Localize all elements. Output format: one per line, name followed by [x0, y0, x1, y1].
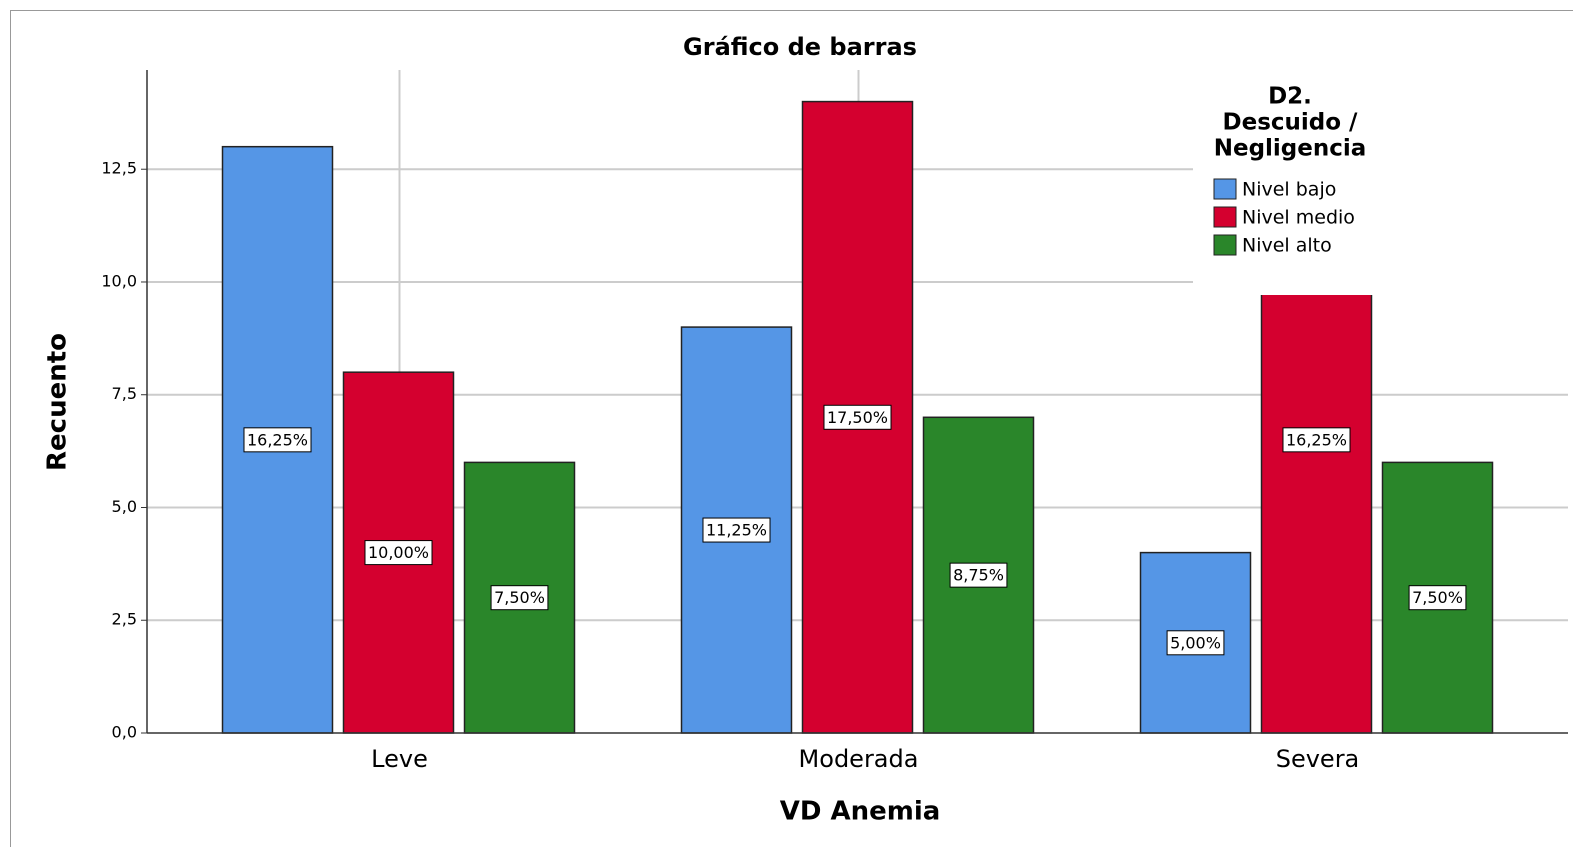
data-label-box — [364, 540, 433, 566]
legend-title: D2. — [1268, 84, 1312, 110]
data-label: 11,25% — [706, 521, 767, 540]
y-tick-label: 0,0 — [112, 723, 137, 742]
y-tick-label: 7,5 — [112, 384, 137, 403]
data-label-box — [1282, 427, 1351, 453]
y-tick-label: 2,5 — [112, 610, 137, 629]
x-axis-title: VD Anemia — [780, 797, 941, 827]
data-label: 16,25% — [1286, 430, 1347, 449]
data-label: 7,50% — [494, 588, 545, 607]
data-label-box — [243, 427, 312, 453]
legend-label: Nivel bajo — [1242, 179, 1336, 201]
data-label-box — [490, 585, 549, 611]
chart-title: Gráfico de barras — [683, 33, 917, 61]
data-label: 7,50% — [1412, 588, 1463, 607]
data-label: 17,50% — [827, 408, 888, 427]
y-tick-label: 12,5 — [101, 159, 137, 178]
legend-label: Nivel alto — [1242, 235, 1332, 257]
data-label-box — [702, 517, 771, 543]
y-tick-label: 5,0 — [112, 497, 137, 516]
data-label: 10,00% — [368, 543, 429, 562]
x-tick-label: Leve — [371, 745, 428, 773]
data-label-box — [949, 562, 1008, 588]
y-tick-label: 10,0 — [101, 271, 137, 290]
y-axis-title: Recuento — [43, 333, 73, 471]
legend-title: Descuido / — [1223, 110, 1359, 136]
legend-title: Negligencia — [1214, 136, 1367, 162]
legend-swatch — [1213, 206, 1237, 228]
legend-swatch — [1213, 234, 1237, 256]
legend-swatch — [1213, 178, 1237, 200]
data-label-box — [823, 404, 892, 430]
x-tick-label: Severa — [1276, 745, 1360, 773]
legend-box — [1193, 70, 1568, 295]
data-label-box — [1166, 630, 1225, 656]
data-label: 8,75% — [953, 566, 1004, 585]
data-label: 5,00% — [1170, 633, 1221, 652]
legend-label: Nivel medio — [1242, 207, 1355, 229]
data-label-box — [1408, 585, 1467, 611]
x-tick-label: Moderada — [799, 745, 919, 773]
data-label: 16,25% — [247, 430, 308, 449]
